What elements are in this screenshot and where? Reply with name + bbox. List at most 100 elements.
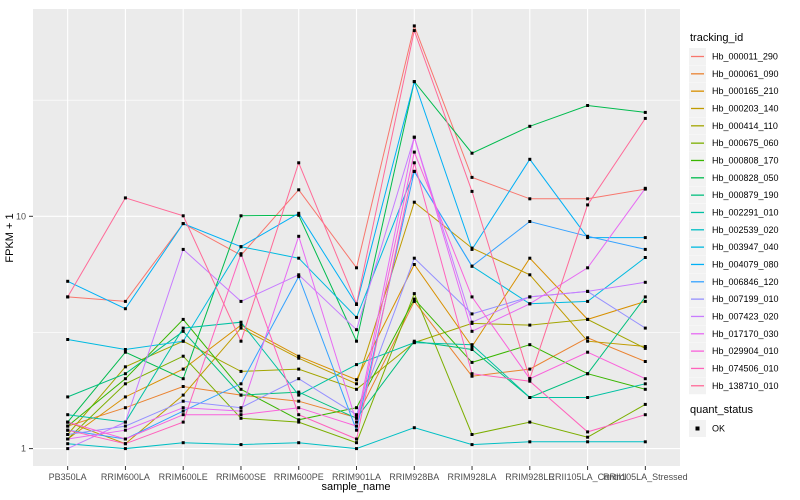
data-point: [123, 365, 127, 369]
data-point: [355, 424, 358, 428]
data-point: [66, 279, 70, 283]
data-point: [239, 323, 243, 327]
data-point: [123, 420, 127, 424]
data-point: [181, 214, 185, 218]
x-tick-label: RRII105LA_Control: [549, 472, 627, 482]
data-point: [355, 413, 358, 417]
data-point: [586, 435, 590, 439]
data-point: [470, 443, 474, 447]
legend-label: Hb_000828_050: [712, 173, 779, 183]
data-point: [528, 379, 532, 383]
x-tick-label: RRIM600SE: [216, 472, 266, 482]
data-point: [586, 336, 590, 340]
data-point: [586, 372, 590, 376]
data-point: [643, 280, 647, 284]
data-point: [181, 354, 185, 358]
data-point: [586, 396, 590, 399]
data-point: [181, 399, 185, 403]
legend-label: Hb_000675_060: [712, 138, 779, 148]
data-point: [528, 323, 532, 327]
data-point: [297, 377, 301, 381]
data-point: [355, 382, 358, 386]
data-point: [643, 440, 647, 444]
data-point: [586, 430, 590, 434]
data-point: [586, 104, 590, 107]
data-point: [643, 345, 647, 348]
data-point: [297, 367, 301, 371]
data-point: [66, 295, 70, 299]
data-point: [355, 302, 358, 306]
data-point: [586, 440, 590, 444]
x-tick-label: RRII105LA_Stressed: [603, 472, 688, 482]
data-point: [66, 447, 70, 451]
data-point: [297, 161, 301, 165]
data-point: [239, 214, 243, 218]
data-point: [355, 378, 358, 382]
data-point: [355, 437, 358, 441]
x-axis-title: sample_name: [321, 481, 390, 493]
legend-label: Hb_000061_090: [712, 69, 779, 79]
data-point: [123, 196, 127, 200]
legend-label: Hb_138710_010: [712, 381, 779, 391]
data-point: [528, 220, 532, 223]
data-point: [297, 275, 301, 279]
data-point: [643, 247, 647, 251]
data-point: [412, 292, 416, 296]
data-point: [239, 339, 243, 343]
data-point: [123, 307, 127, 311]
data-point: [355, 387, 358, 391]
data-point: [239, 382, 243, 386]
data-point: [297, 354, 301, 358]
data-point: [297, 273, 301, 277]
data-point: [123, 350, 127, 354]
data-point: [123, 424, 127, 428]
y-tick-label: 1: [21, 444, 26, 454]
data-point: [297, 420, 301, 424]
legend-label: Hb_029904_010: [712, 346, 779, 356]
data-point: [123, 299, 127, 303]
data-point: [355, 328, 358, 332]
legend-label: Hb_006846_120: [712, 277, 779, 287]
data-point: [470, 175, 474, 179]
x-tick-label: PB350LA: [49, 472, 87, 482]
legend-label: Hb_000879_190: [712, 190, 779, 200]
data-point: [239, 409, 243, 413]
data-point: [239, 252, 243, 256]
quant-status-label: OK: [712, 424, 725, 434]
data-point: [643, 236, 647, 240]
legend-label: Hb_002291_010: [712, 207, 779, 217]
data-point: [470, 189, 474, 193]
data-point: [412, 80, 416, 84]
legend-label: Hb_000011_290: [712, 52, 778, 62]
data-point: [470, 374, 474, 378]
x-tick-label: RRIM901LA: [332, 472, 381, 482]
data-point: [181, 247, 185, 251]
data-point: [528, 377, 532, 381]
quant-status-marker: [695, 426, 700, 431]
data-point: [412, 200, 416, 204]
data-point: [528, 420, 532, 424]
x-tick-labels: PB350LA RRIM600LA RRIM600LE RRIM600SE RRIM60…: [49, 472, 688, 482]
y-tick-label: 10: [16, 211, 26, 221]
data-point: [239, 253, 243, 257]
data-point: [297, 441, 301, 445]
data-point: [123, 395, 127, 399]
data-point: [181, 393, 185, 397]
data-point: [586, 339, 590, 343]
data-point: [181, 406, 185, 410]
data-point: [643, 377, 647, 381]
data-point: [239, 413, 243, 417]
data-point: [239, 416, 243, 420]
data-point: [470, 329, 474, 333]
quant-status-legend-entries: OK: [689, 420, 725, 437]
data-point: [66, 420, 70, 424]
quant-status-legend-title: quant_status: [690, 404, 753, 416]
data-point: [181, 377, 185, 381]
data-point: [355, 339, 358, 343]
legend-label: Hb_074506_010: [712, 363, 779, 373]
data-point: [643, 116, 647, 120]
x-tick-label: RRIM928LA: [448, 472, 497, 482]
data-point: [123, 437, 127, 441]
data-point: [181, 367, 185, 371]
legend-title: tracking_id: [690, 32, 743, 44]
